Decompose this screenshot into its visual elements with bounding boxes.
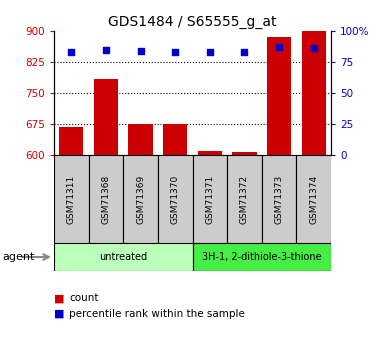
Bar (54, 243, 192, 271)
Point (276, 45, 282, 50)
Text: GSM71311: GSM71311 (67, 175, 76, 224)
Point (207, 49, 213, 55)
Text: 3H-1, 2-dithiole-3-thione: 3H-1, 2-dithiole-3-thione (202, 252, 321, 262)
Text: GSM71371: GSM71371 (205, 175, 214, 224)
Text: GSM71369: GSM71369 (136, 175, 145, 224)
Bar (123, 155, 158, 243)
Bar (262, 155, 296, 243)
Point (137, 48, 144, 54)
Bar (267, 37, 291, 155)
Bar (59, 127, 84, 155)
Bar (227, 155, 262, 243)
Point (311, 46, 317, 51)
Text: untreated: untreated (99, 252, 147, 262)
Bar (89, 155, 123, 243)
Text: GSM71370: GSM71370 (171, 175, 180, 224)
Bar (192, 243, 331, 271)
Text: GSM71373: GSM71373 (275, 175, 284, 224)
Text: GSM71374: GSM71374 (309, 175, 318, 224)
Bar (302, 4, 326, 155)
Bar (163, 124, 187, 155)
Bar (296, 155, 331, 243)
Text: GSM71372: GSM71372 (240, 175, 249, 224)
Bar (129, 124, 152, 155)
Text: GSM71368: GSM71368 (101, 175, 110, 224)
Point (103, 47, 109, 52)
Bar (158, 155, 192, 243)
Bar (54, 155, 89, 243)
Text: percentile rank within the sample: percentile rank within the sample (69, 309, 245, 319)
Bar (233, 152, 257, 155)
Text: agent: agent (2, 252, 34, 262)
Bar (192, 155, 227, 243)
Title: GDS1484 / S65555_g_at: GDS1484 / S65555_g_at (108, 14, 277, 29)
Text: ■: ■ (54, 293, 64, 303)
Point (68, 49, 74, 55)
Bar (94, 79, 118, 155)
Text: ■: ■ (54, 309, 64, 319)
Point (172, 49, 178, 55)
Bar (198, 151, 222, 155)
Point (241, 49, 248, 55)
Text: count: count (69, 293, 99, 303)
